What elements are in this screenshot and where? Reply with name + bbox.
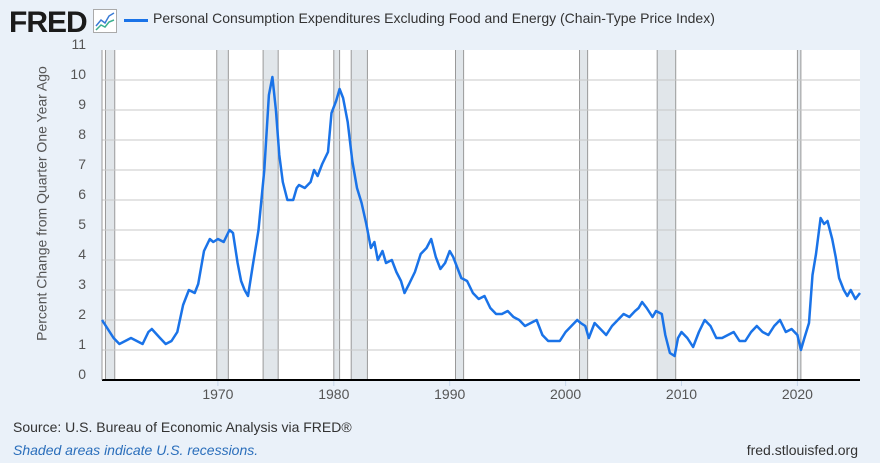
recession-band (333, 50, 340, 380)
recession-band (351, 50, 368, 380)
y-tick-label: 2 (78, 306, 86, 322)
y-tick-label: 1 (78, 336, 86, 352)
plot-background (102, 50, 860, 380)
y-tick-label: 10 (70, 66, 86, 82)
x-tick-label: 1980 (318, 386, 349, 402)
x-tick-label: 1990 (434, 386, 465, 402)
y-tick-label: 9 (78, 96, 86, 112)
y-tick-label: 11 (71, 36, 86, 52)
series-line (100, 75, 861, 358)
chart-title: Personal Consumption Expenditures Exclud… (153, 10, 715, 26)
y-tick-label: 5 (78, 216, 86, 232)
recession-band (579, 50, 588, 380)
recession-band (797, 50, 801, 380)
recession-band (657, 50, 676, 380)
y-tick-label: 6 (78, 186, 86, 202)
recession-band (105, 50, 115, 380)
recession-band (455, 50, 464, 380)
legend-swatch (124, 19, 148, 22)
y-tick-label: 0 (78, 366, 86, 382)
fred-url[interactable]: fred.stlouisfed.org (746, 442, 858, 458)
recession-band (216, 50, 229, 380)
y-tick-label: 4 (78, 246, 86, 262)
x-tick-label: 2010 (666, 386, 697, 402)
fred-logo[interactable]: FRED (9, 6, 88, 39)
chart-icon (93, 9, 117, 33)
source-note: Source: U.S. Bureau of Economic Analysis… (13, 419, 352, 435)
y-tick-label: 7 (78, 156, 86, 172)
recession-note: Shaded areas indicate U.S. recessions. (13, 442, 259, 458)
y-tick-label: 8 (78, 126, 86, 142)
y-tick-label: 3 (78, 276, 86, 292)
x-tick-label: 1970 (202, 386, 233, 402)
x-tick-label: 2000 (550, 386, 581, 402)
x-tick-label: 2020 (782, 386, 813, 402)
